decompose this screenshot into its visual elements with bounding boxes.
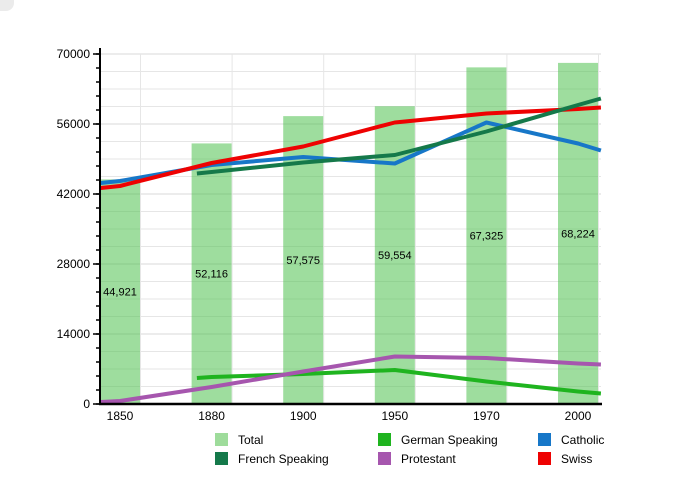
line-german-speaking [196,368,602,396]
bar-value-label: 67,325 [470,231,504,243]
x-tick-label: 1880 [198,409,225,423]
legend-item-german-speaking: German Speaking [378,430,538,449]
legend-label-french-speaking: French Speaking [238,451,329,466]
y-tick-label: 70000 [57,47,91,61]
bar-value-label: 59,554 [378,250,412,262]
window-corner-artifact [0,0,14,11]
x-tick-label: 1850 [107,409,134,423]
legend-swatch-protestant [378,452,391,465]
x-tick-label: 2000 [565,409,592,423]
line-protestant [100,354,601,404]
legend-swatch-total [215,433,228,446]
y-tick-label: 14000 [57,327,91,341]
legend-label-protestant: Protestant [401,451,456,466]
total-bar [100,179,140,404]
population-chart: 44,921 52,116 57,575 59,554 67,325 68,224 0 140… [57,47,602,423]
x-tick-label: 1970 [473,409,500,423]
y-tick-label: 0 [83,397,90,411]
line-french-speaking [196,96,602,176]
x-tick-label: 1950 [381,409,408,423]
bar-value-label: 57,575 [286,255,320,267]
legend-label-german-speaking: German Speaking [401,432,498,447]
legend-item-french-speaking: French Speaking [215,449,378,468]
legend-swatch-catholic [538,433,551,446]
legend-item-swiss: Swiss [538,449,678,468]
legend-label-catholic: Catholic [561,432,605,447]
total-bar [191,143,232,405]
legend-item-catholic: Catholic [538,430,678,449]
legend-label-total: Total [238,432,264,447]
legend-swatch-german-speaking [378,433,391,446]
y-tick-label: 28000 [57,257,91,271]
legend-swatch-french-speaking [215,452,228,465]
legend-swatch-swiss [538,452,551,465]
legend-item-total: Total [215,430,378,449]
legend-label-swiss: Swiss [561,451,593,466]
chart-legend: Total German Speaking Catholic French Sp… [215,430,678,468]
y-tick-label: 56000 [57,117,91,131]
bar-value-label: 68,224 [561,228,595,240]
y-tick-label: 42000 [57,187,91,201]
legend-item-protestant: Protestant [378,449,538,468]
bar-value-label: 52,116 [195,269,228,281]
bar-value-label: 44,921 [103,287,137,299]
x-tick-label: 1900 [290,409,317,423]
total-bar [558,62,598,404]
